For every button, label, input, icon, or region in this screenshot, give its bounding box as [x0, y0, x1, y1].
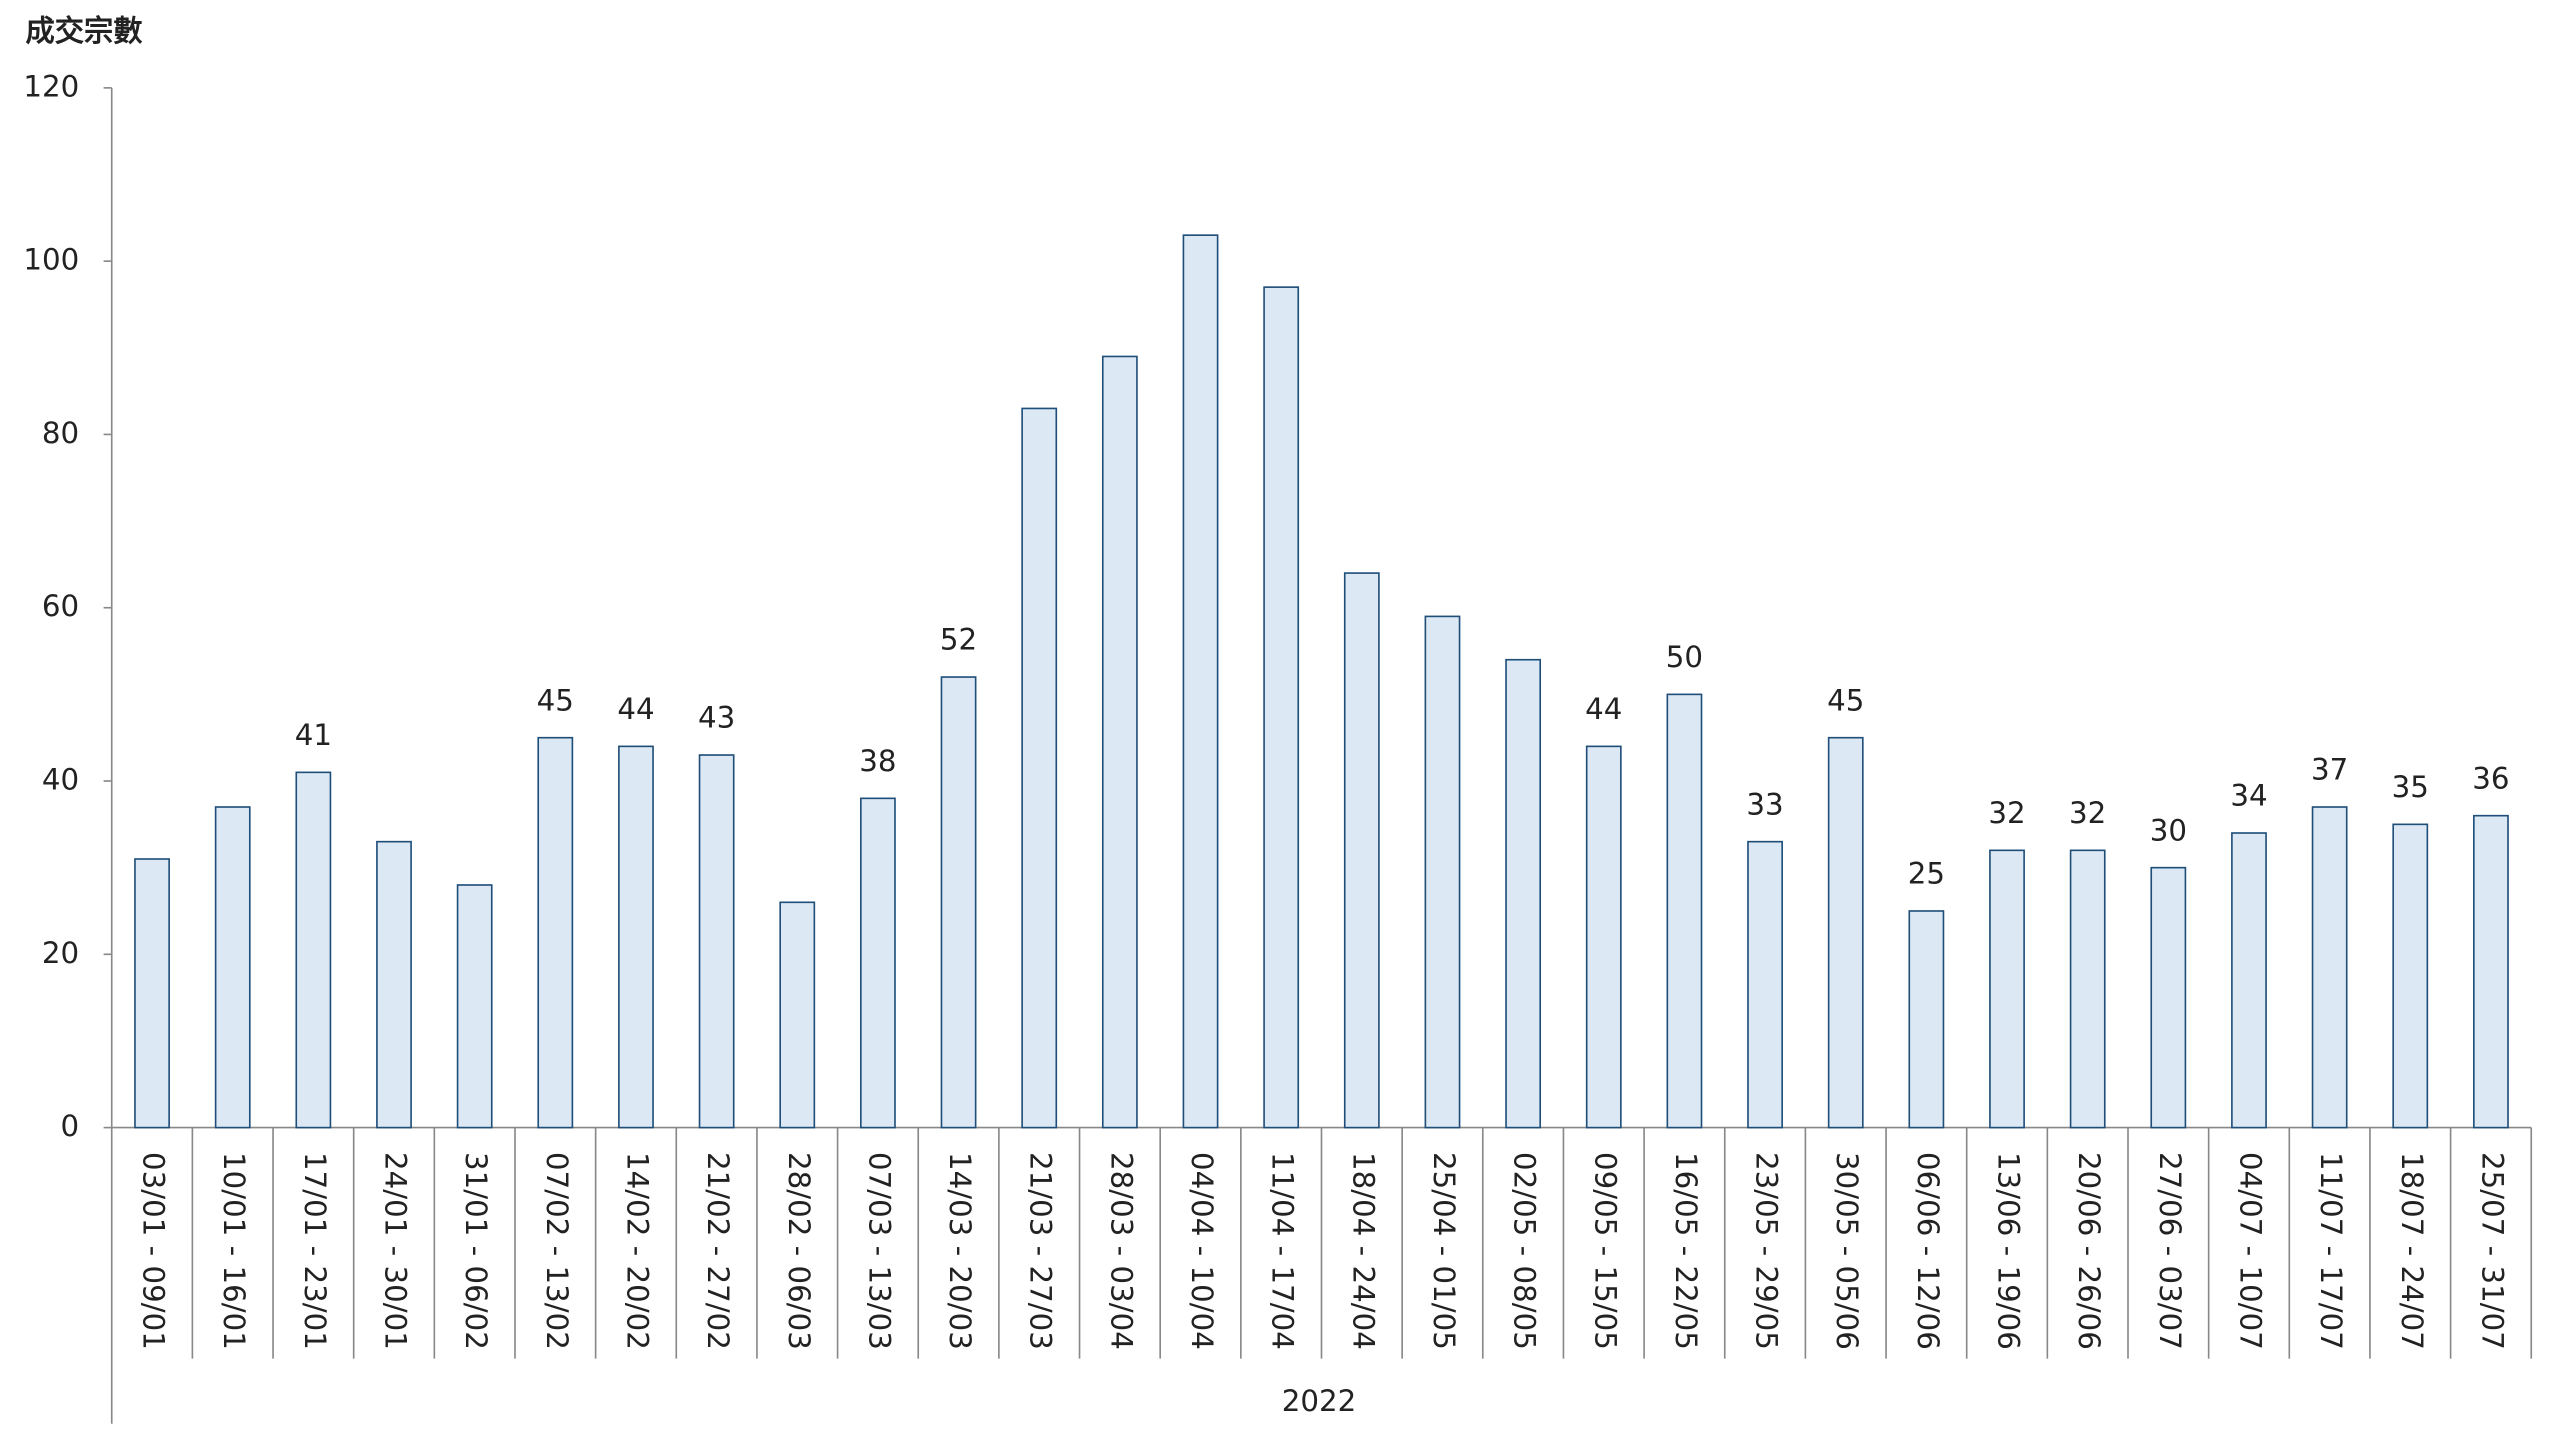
x-tick-label: 27/06 - 03/07 — [2153, 1152, 2187, 1350]
x-tick-label: 10/01 - 16/01 — [217, 1152, 251, 1350]
value-label: 30 — [2150, 813, 2187, 847]
x-tick-label: 21/02 - 27/02 — [701, 1152, 735, 1350]
x-tick-label: 16/05 - 22/05 — [1669, 1152, 1703, 1350]
x-tick-label: 25/04 - 01/05 — [1427, 1152, 1461, 1350]
value-label: 45 — [1827, 683, 1864, 717]
bar — [456, 884, 493, 1129]
value-label: 36 — [2472, 761, 2509, 795]
x-tick-label: 13/06 - 19/06 — [1992, 1152, 2026, 1350]
value-label: 44 — [1585, 692, 1622, 726]
bar — [779, 901, 816, 1129]
bar — [1989, 849, 2025, 1129]
value-label: 32 — [1988, 796, 2025, 830]
value-label: 33 — [1746, 787, 1783, 821]
x-tick-label: 21/03 - 27/03 — [1024, 1152, 1058, 1350]
x-tick-label: 18/04 - 24/04 — [1346, 1152, 1380, 1350]
x-tick-label: 14/03 - 20/03 — [943, 1152, 977, 1350]
value-label: 38 — [859, 744, 896, 778]
x-tick-label: 11/07 - 17/07 — [2314, 1152, 2348, 1350]
bar — [537, 736, 574, 1129]
x-tick-label: 14/02 - 20/02 — [620, 1152, 654, 1350]
bar — [2069, 849, 2106, 1129]
x-tick-label: 28/02 - 06/03 — [782, 1152, 816, 1350]
x-tick-label: 25/07 - 31/07 — [2475, 1152, 2509, 1350]
bar — [1101, 355, 1138, 1129]
x-tick-label: 20/06 - 26/06 — [2072, 1152, 2106, 1350]
y-tick-label: 40 — [42, 763, 79, 797]
y-tick-label: 100 — [23, 243, 79, 277]
x-tick-label: 31/01 - 06/02 — [459, 1152, 493, 1350]
bar — [1263, 286, 1300, 1129]
value-label: 34 — [2230, 779, 2267, 813]
x-tick-label: 07/03 - 13/03 — [862, 1152, 896, 1350]
value-label: 45 — [537, 683, 574, 717]
bar — [618, 745, 654, 1129]
bar — [2311, 806, 2348, 1129]
x-tick-label: 04/04 - 10/04 — [1185, 1152, 1219, 1350]
bar — [698, 754, 735, 1129]
value-label: 50 — [1666, 640, 1703, 674]
x-group-label: 2022 — [1282, 1384, 1356, 1418]
x-tick-label: 28/03 - 03/04 — [1104, 1152, 1138, 1350]
x-tick-label: 18/07 - 24/07 — [2395, 1152, 2429, 1350]
y-tick-label: 80 — [42, 416, 79, 450]
bar — [2150, 866, 2187, 1129]
x-tick-label: 30/05 - 05/06 — [1830, 1152, 1864, 1350]
value-label: 37 — [2311, 753, 2348, 787]
value-label: 41 — [295, 718, 332, 752]
x-tick-label: 11/04 - 17/04 — [1266, 1152, 1300, 1350]
bar — [1182, 234, 1219, 1129]
value-label: 35 — [2392, 770, 2429, 804]
bar — [214, 806, 251, 1129]
bar — [1666, 693, 1703, 1129]
value-label: 25 — [1908, 857, 1945, 891]
value-label: 43 — [698, 701, 735, 735]
bar — [940, 676, 977, 1129]
x-tick-label: 07/02 - 13/02 — [540, 1152, 574, 1350]
bar — [2473, 814, 2509, 1129]
value-label: 52 — [940, 623, 977, 657]
x-tick-label: 17/01 - 23/01 — [298, 1152, 332, 1350]
y-tick-label: 0 — [61, 1109, 80, 1143]
bar — [1747, 840, 1783, 1129]
y-tick-label: 60 — [42, 589, 79, 623]
x-tick-label: 23/05 - 29/05 — [1750, 1152, 1784, 1350]
bar — [1424, 615, 1461, 1129]
x-tick-label: 03/01 - 09/01 — [137, 1152, 171, 1350]
bar — [376, 840, 412, 1129]
bar — [2392, 823, 2429, 1129]
x-tick-label: 24/01 - 30/01 — [379, 1152, 413, 1350]
y-tick-label: 120 — [23, 69, 79, 103]
y-axis-title: 成交宗數 — [25, 14, 143, 48]
value-label: 32 — [2069, 796, 2106, 830]
bar — [1021, 407, 1058, 1129]
bar — [860, 797, 896, 1129]
bar — [2231, 832, 2267, 1129]
bar — [134, 858, 170, 1129]
x-tick-label: 04/07 - 10/07 — [2233, 1152, 2267, 1350]
y-tick-label: 20 — [42, 936, 79, 970]
bar — [1827, 736, 1864, 1129]
bar — [1505, 658, 1542, 1129]
bar — [1908, 910, 1945, 1129]
x-tick-label: 09/05 - 15/05 — [1588, 1152, 1622, 1350]
bar — [1343, 572, 1380, 1129]
value-label: 44 — [617, 692, 654, 726]
x-tick-label: 02/05 - 08/05 — [1508, 1152, 1542, 1350]
x-tick-label: 06/06 - 12/06 — [1911, 1152, 1945, 1350]
bar — [295, 771, 332, 1129]
bar — [1585, 745, 1622, 1129]
